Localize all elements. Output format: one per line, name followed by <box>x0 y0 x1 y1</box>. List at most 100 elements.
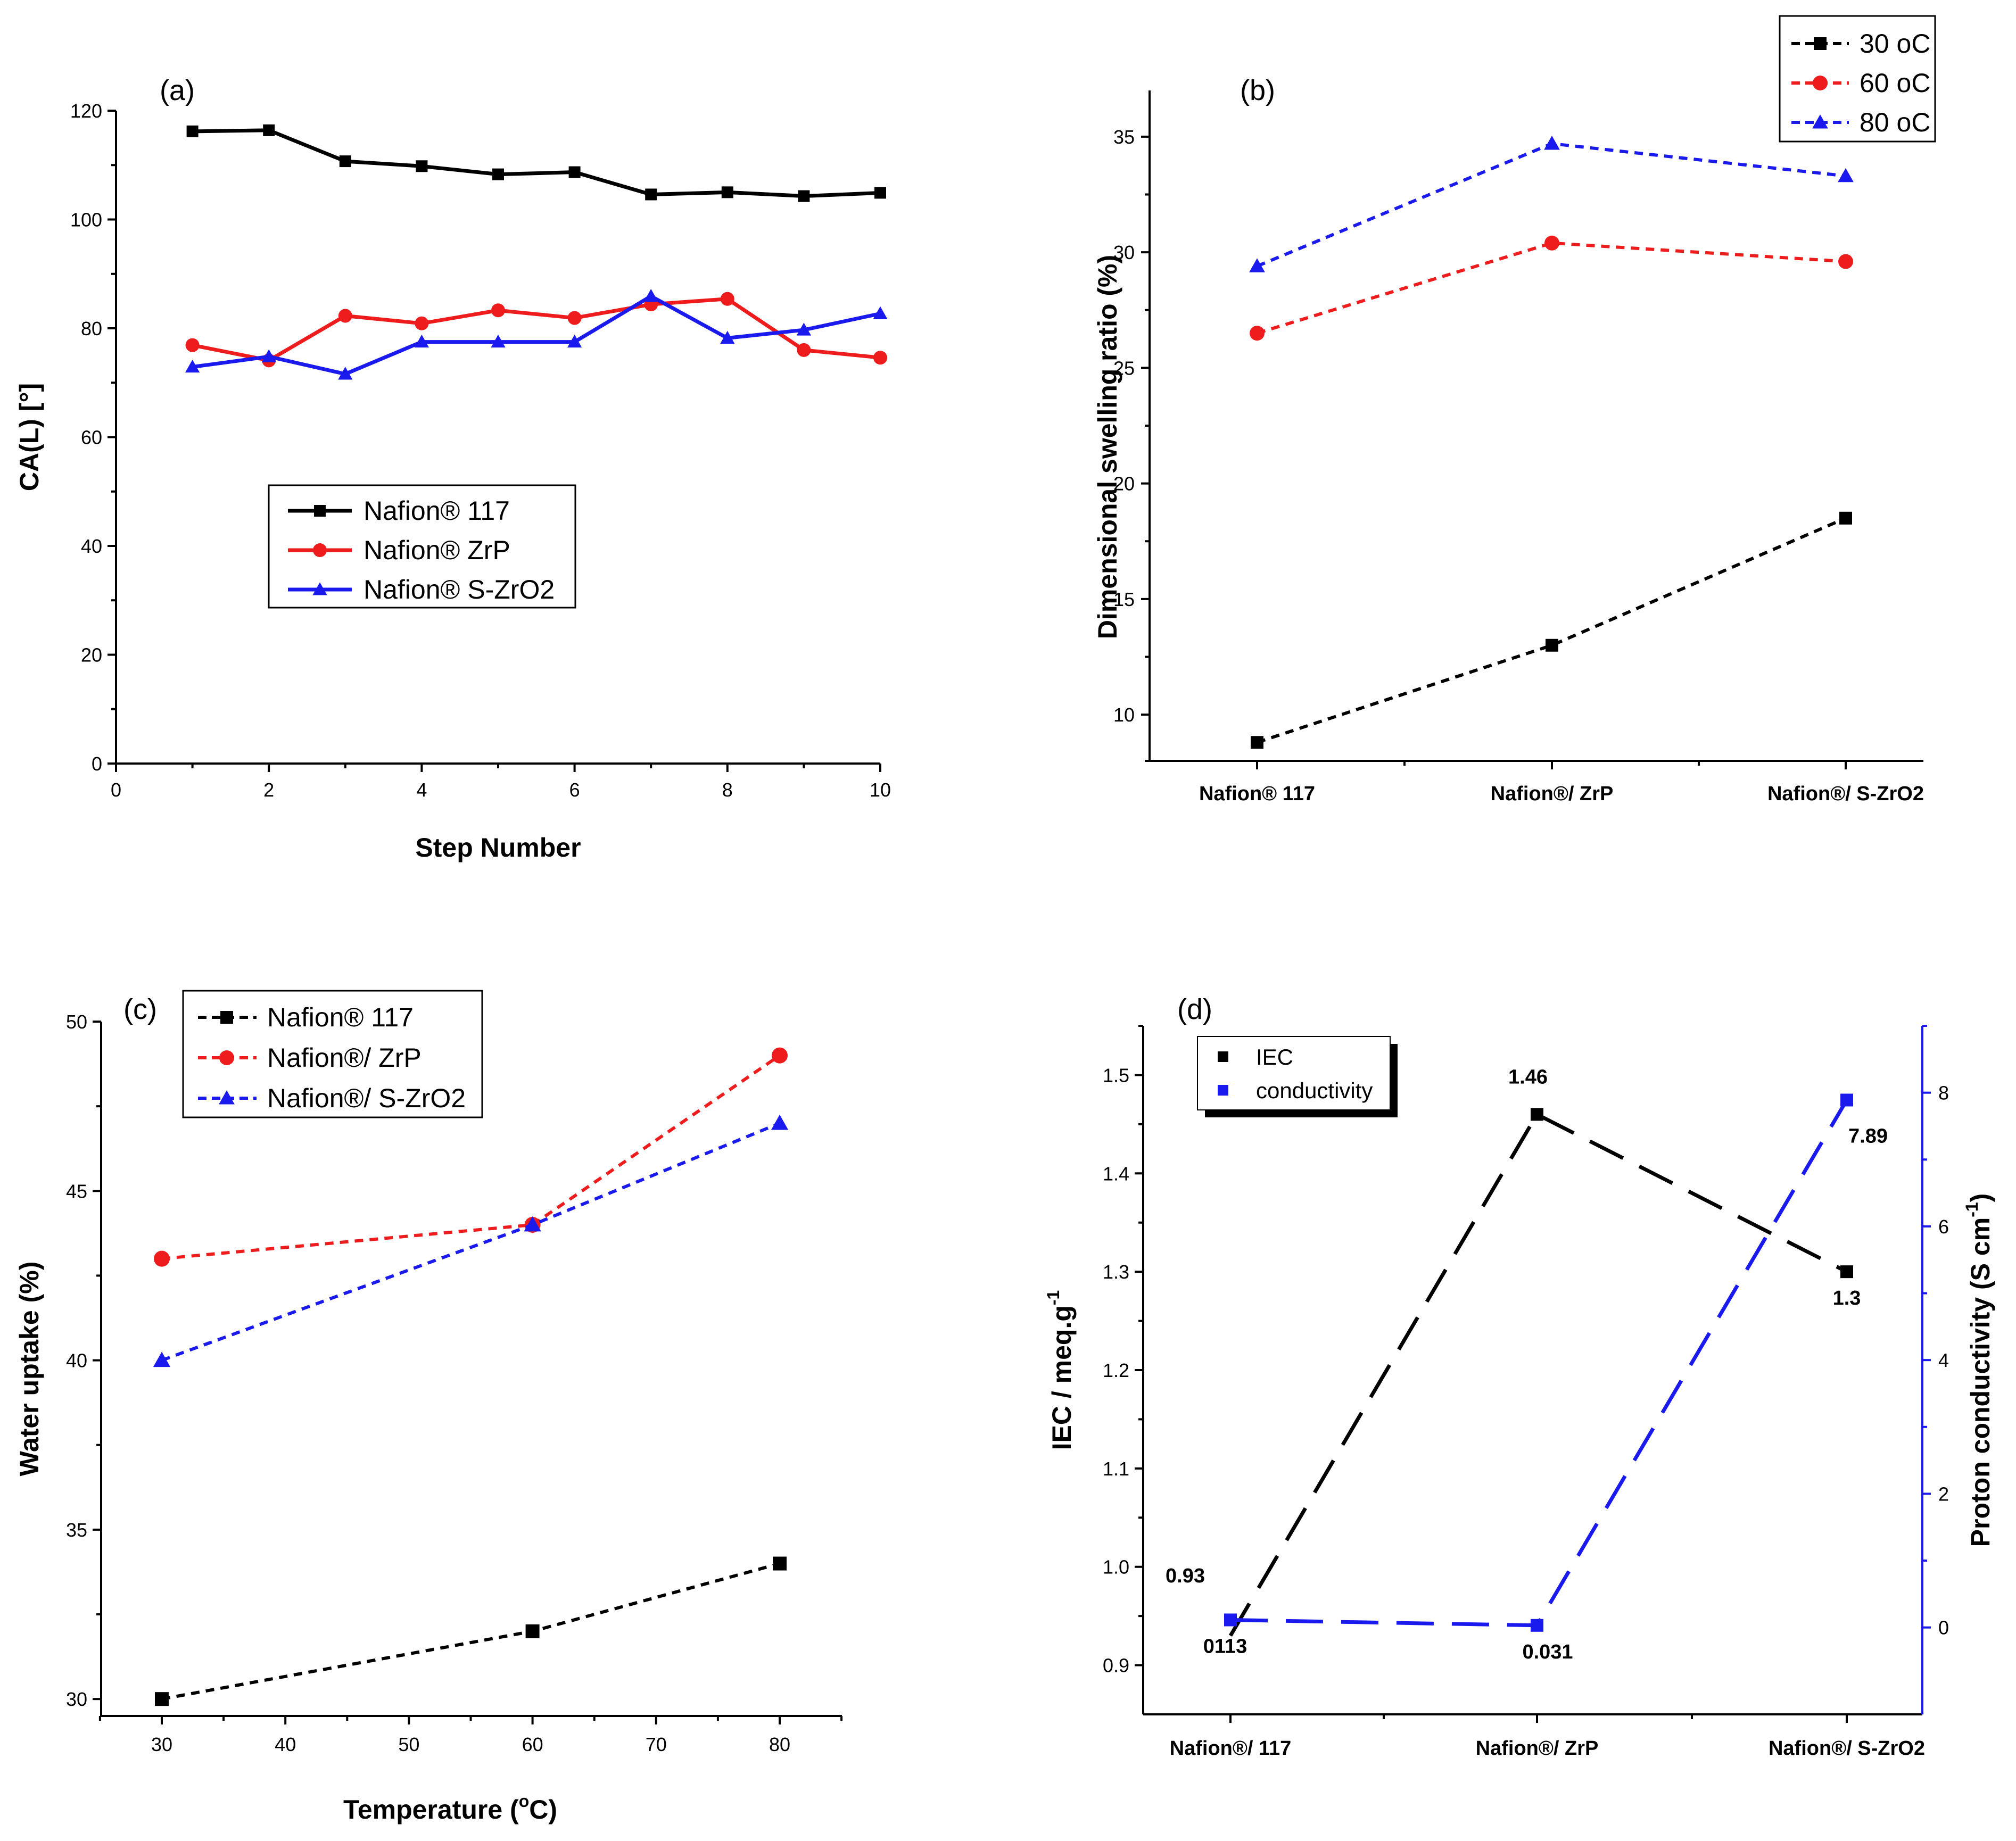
y-axis-label-right-end: ) <box>1965 1193 1995 1203</box>
legend-marker <box>1812 114 1828 129</box>
x-tick-label: Nafion®/ S-ZrO2 <box>1767 783 1924 805</box>
legend-label: conductivity <box>1256 1078 1373 1103</box>
y-tick-label: 35 <box>1113 126 1135 148</box>
data-point <box>721 186 733 198</box>
y-axis-label: Water uptake (%) <box>14 1262 44 1477</box>
y-tick-label: 25 <box>1113 357 1135 379</box>
y-tick-label: 40 <box>81 535 102 557</box>
y-tick-label-left: 1.4 <box>1103 1163 1129 1184</box>
x-tick-label: 6 <box>569 779 580 801</box>
legend-label: 60 oC <box>1860 68 1930 98</box>
data-point <box>772 1047 788 1064</box>
y-axis-label-left-sup: -1 <box>1044 1290 1063 1305</box>
series-line <box>192 297 881 362</box>
y-tick-label-right: 0 <box>1938 1617 1949 1639</box>
data-point <box>1840 1093 1853 1107</box>
data-point <box>338 367 353 380</box>
y-tick-label: 30 <box>66 1688 87 1710</box>
data-point <box>1838 254 1853 269</box>
data-point <box>491 334 506 348</box>
data-point <box>873 351 887 365</box>
legend-box <box>1197 1036 1391 1110</box>
data-point <box>773 1556 787 1571</box>
y-tick-label: 100 <box>70 209 102 231</box>
series-line <box>161 1054 781 1260</box>
legend-marker <box>312 582 327 595</box>
x-tick-label: 2 <box>263 779 274 801</box>
x-tick-label: 70 <box>646 1734 667 1755</box>
y-axis-label-right-main: Proton conductivity (S cm <box>1965 1217 1995 1547</box>
legend-label: Nafion®/ S-ZrO2 <box>267 1083 466 1113</box>
data-point <box>261 349 276 362</box>
legend-label: Nafion® 117 <box>267 1002 414 1032</box>
data-label: 1.46 <box>1508 1066 1548 1088</box>
data-point <box>771 1114 789 1130</box>
legend-marker <box>219 1090 235 1105</box>
y-tick-label-left: 1.0 <box>1103 1556 1129 1578</box>
x-tick-label: 0 <box>111 779 121 801</box>
data-point <box>155 1692 169 1706</box>
series-line <box>161 1562 780 1701</box>
data-point <box>873 306 888 319</box>
data-point <box>1839 511 1852 525</box>
series-line <box>1228 1112 1848 1637</box>
data-point <box>153 1351 171 1367</box>
panel-label: (c) <box>123 993 157 1025</box>
data-point <box>798 190 810 202</box>
panel-label: (b) <box>1240 74 1275 106</box>
data-label: 1.3 <box>1833 1287 1861 1309</box>
data-point <box>525 1624 540 1638</box>
data-point <box>185 359 200 373</box>
data-point <box>1544 136 1560 150</box>
series-line <box>192 294 881 376</box>
legend-marker <box>1218 1051 1228 1062</box>
data-point <box>1531 1108 1543 1121</box>
data-point <box>645 188 657 201</box>
data-point <box>567 311 582 325</box>
x-tick-label: 8 <box>722 779 733 801</box>
y-axis-label-right: Proton conductivity (S cm-1) <box>1962 1193 1995 1547</box>
y-tick-label: 0 <box>92 753 102 775</box>
panel-label: (a) <box>160 74 195 106</box>
x-tick-label: Nafion®/ 117 <box>1170 1737 1292 1760</box>
y-tick-label: 60 <box>81 427 102 449</box>
legend-marker <box>219 1050 234 1065</box>
data-point <box>263 124 275 136</box>
x-tick-label: 60 <box>522 1734 543 1755</box>
x-axis-label: Step Number <box>415 833 581 863</box>
x-tick-label: Nafion®/ ZrP <box>1476 1737 1599 1760</box>
x-tick-label: 80 <box>769 1734 790 1755</box>
y-tick-label: 15 <box>1113 588 1135 610</box>
legend-marker <box>314 505 326 517</box>
data-point <box>414 334 429 348</box>
y-axis-label-right-sup: -1 <box>1962 1202 1981 1217</box>
data-point <box>1251 736 1263 749</box>
x-tick-label: 10 <box>870 779 891 801</box>
data-point <box>874 187 886 199</box>
series-line <box>192 128 881 198</box>
legend-label: 80 oC <box>1860 107 1930 137</box>
data-point <box>154 1250 170 1267</box>
data-point <box>491 303 505 318</box>
data-point <box>1544 235 1559 251</box>
y-tick-label-right: 8 <box>1938 1082 1949 1104</box>
y-tick-label-right: 6 <box>1938 1216 1949 1238</box>
legend-label: Nafion® 117 <box>363 496 510 526</box>
y-tick-label-right: 2 <box>1938 1483 1949 1505</box>
legend-label: IEC <box>1256 1044 1293 1069</box>
data-point <box>1250 326 1265 341</box>
y-tick-label-left: 0.9 <box>1103 1655 1129 1677</box>
data-point <box>416 160 428 172</box>
data-point <box>1249 258 1265 272</box>
legend-marker <box>1218 1085 1228 1096</box>
panel-label: (d) <box>1177 993 1212 1025</box>
x-axis-label: Temperature (oC) <box>343 1792 557 1825</box>
data-point <box>720 330 735 344</box>
x-tick-label: Nafion®/ ZrP <box>1491 783 1614 805</box>
y-axis-label-left: IEC / meq.g-1 <box>1044 1290 1077 1450</box>
data-label: 0.031 <box>1522 1641 1573 1663</box>
data-point <box>720 292 734 306</box>
y-tick-label: 30 <box>1113 242 1135 263</box>
legend-marker <box>1814 37 1827 50</box>
data-point <box>567 334 582 348</box>
